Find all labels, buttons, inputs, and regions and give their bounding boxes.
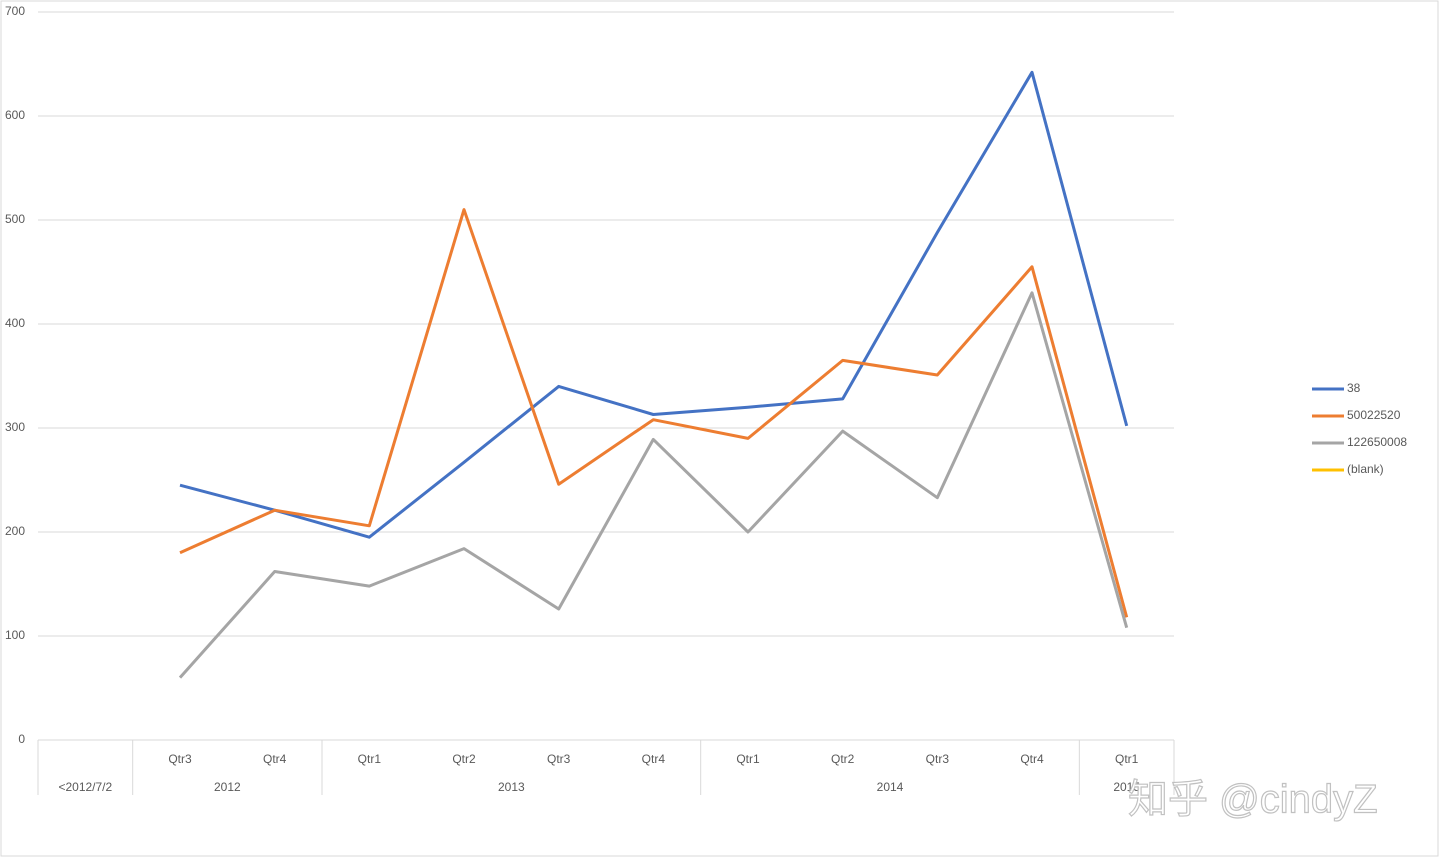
series-line bbox=[178, 291, 1129, 679]
x-tick-label: Qtr2 bbox=[452, 752, 476, 766]
x-group-label: 2012 bbox=[214, 780, 241, 794]
x-group-label: <2012/7/2 bbox=[58, 780, 112, 794]
x-tick-label: Qtr4 bbox=[1020, 752, 1044, 766]
x-tick-label: Qtr3 bbox=[926, 752, 950, 766]
x-group-label: 2014 bbox=[877, 780, 904, 794]
watermark: 知乎 @cindyZ bbox=[1128, 778, 1378, 822]
legend-label: 122650008 bbox=[1347, 435, 1407, 449]
series-line bbox=[179, 70, 1129, 539]
y-tick-label: 100 bbox=[5, 628, 25, 642]
y-tick-label: 200 bbox=[5, 524, 25, 538]
legend-label: 38 bbox=[1347, 381, 1361, 395]
x-tick-label: Qtr1 bbox=[736, 752, 760, 766]
legend-label: 50022520 bbox=[1347, 408, 1401, 422]
legend-label: (blank) bbox=[1347, 462, 1384, 476]
y-tick-label: 700 bbox=[5, 4, 25, 18]
x-group-label: 2015 bbox=[1113, 780, 1140, 794]
x-tick-label: Qtr4 bbox=[642, 752, 666, 766]
y-tick-label: 600 bbox=[5, 108, 25, 122]
x-tick-label: Qtr3 bbox=[168, 752, 192, 766]
x-group-label: 2013 bbox=[498, 780, 525, 794]
series-line bbox=[179, 208, 1129, 618]
y-tick-label: 500 bbox=[5, 212, 25, 226]
y-tick-label: 300 bbox=[5, 420, 25, 434]
y-tick-label: 0 bbox=[18, 732, 25, 746]
x-tick-label: Qtr4 bbox=[263, 752, 287, 766]
x-tick-label: Qtr1 bbox=[1115, 752, 1139, 766]
x-tick-label: Qtr3 bbox=[547, 752, 571, 766]
x-tick-label: Qtr2 bbox=[831, 752, 855, 766]
y-tick-label: 400 bbox=[5, 316, 25, 330]
x-tick-label: Qtr1 bbox=[358, 752, 382, 766]
